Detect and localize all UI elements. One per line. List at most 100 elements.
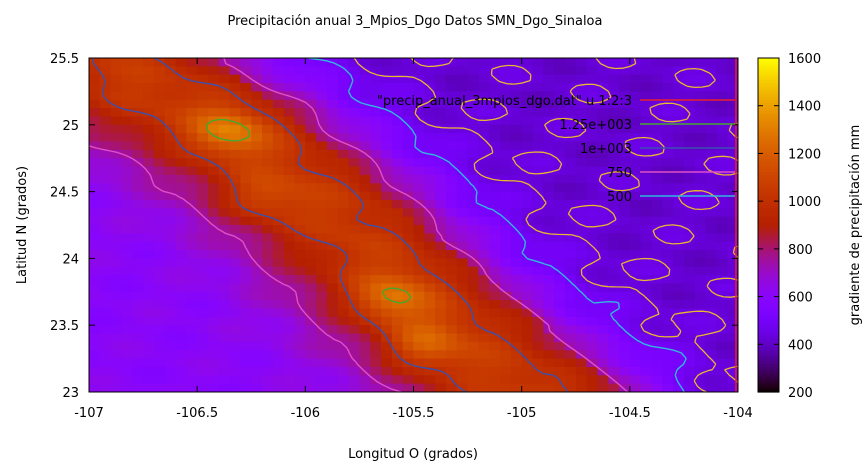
heatmap-cell	[435, 316, 447, 326]
heatmap-cell	[608, 74, 620, 84]
heatmap-cell	[424, 275, 436, 285]
heatmap-cell	[89, 233, 101, 243]
heatmap-cell	[597, 208, 609, 218]
heatmap-cell	[500, 124, 512, 134]
heatmap-cell	[164, 366, 177, 376]
heatmap-cell	[89, 266, 101, 276]
heatmap-cell	[110, 275, 123, 285]
colorbar-segment	[758, 211, 779, 215]
heatmap-cell	[435, 124, 447, 134]
heatmap-cell	[207, 316, 220, 326]
heatmap-cell	[532, 325, 544, 335]
heatmap-cell	[89, 191, 101, 201]
heatmap-cell	[132, 300, 144, 310]
heatmap-cell	[272, 166, 285, 176]
heatmap-cell	[186, 275, 198, 285]
heatmap-cell	[337, 275, 350, 285]
heatmap-cell	[597, 174, 609, 184]
heatmap-cell	[218, 133, 231, 143]
heatmap-cell	[640, 183, 653, 193]
heatmap-cell	[272, 91, 285, 101]
heatmap-cell	[564, 199, 577, 209]
heatmap-cell	[640, 275, 653, 285]
heatmap-cell	[197, 91, 209, 101]
heatmap-cell	[662, 174, 674, 184]
heatmap-cell	[673, 241, 685, 251]
heatmap-cell	[99, 99, 112, 109]
heatmap-cell	[510, 233, 523, 243]
heatmap-cell	[348, 366, 361, 376]
heatmap-field	[89, 58, 738, 392]
heatmap-cell	[370, 124, 382, 134]
heatmap-cell	[207, 250, 220, 259]
heatmap-cell	[99, 283, 112, 293]
heatmap-cell	[467, 124, 479, 134]
heatmap-cell	[651, 124, 663, 134]
heatmap-cell	[272, 99, 285, 109]
heatmap-cell	[110, 258, 123, 268]
heatmap-cell	[262, 58, 274, 67]
heatmap-cell	[445, 208, 458, 218]
heatmap-cell	[478, 91, 490, 101]
heatmap-cell	[694, 133, 707, 143]
colorbar-segment	[758, 339, 779, 343]
heatmap-cell	[532, 241, 544, 251]
heatmap-cell	[402, 325, 415, 335]
heatmap-cell	[326, 158, 339, 168]
heatmap-cell	[240, 199, 252, 209]
heatmap-cell	[229, 383, 242, 392]
heatmap-cell	[694, 266, 707, 276]
heatmap-cell	[424, 291, 436, 301]
heatmap-cell	[316, 308, 328, 318]
heatmap-cell	[554, 208, 566, 218]
heatmap-cell	[391, 199, 404, 209]
heatmap-cell	[402, 149, 415, 159]
heatmap-cell	[478, 333, 490, 343]
heatmap-cell	[99, 241, 112, 251]
heatmap-cell	[294, 266, 306, 276]
heatmap-cell	[326, 291, 339, 301]
heatmap-cell	[207, 358, 220, 368]
heatmap-cell	[272, 233, 285, 243]
heatmap-cell	[153, 316, 166, 326]
heatmap-cell	[99, 291, 112, 301]
heatmap-cell	[651, 74, 663, 84]
heatmap-cell	[197, 99, 209, 109]
heatmap-cell	[99, 199, 112, 209]
heatmap-cell	[716, 383, 728, 392]
colorbar-segment	[758, 83, 779, 87]
heatmap-cell	[424, 99, 436, 109]
heatmap-cell	[207, 275, 220, 285]
heatmap-cell	[424, 325, 436, 335]
heatmap-cell	[716, 66, 728, 76]
heatmap-cell	[705, 225, 717, 234]
heatmap-cell	[272, 208, 285, 218]
contour-line	[353, 58, 738, 392]
heatmap-cell	[597, 275, 609, 285]
heatmap-cell	[510, 133, 523, 143]
heatmap-cell	[283, 233, 296, 243]
heatmap-cell	[283, 216, 296, 226]
heatmap-cell	[640, 308, 653, 318]
heatmap-cell	[705, 149, 717, 159]
heatmap-cell	[348, 91, 361, 101]
heatmap-cell	[381, 158, 393, 168]
heatmap-cell	[240, 208, 252, 218]
heatmap-cell	[251, 316, 263, 326]
heatmap-cell	[478, 141, 490, 151]
heatmap-cell	[510, 275, 523, 285]
heatmap-cell	[435, 158, 447, 168]
heatmap-cell	[456, 141, 469, 151]
heatmap-cell	[575, 199, 588, 209]
heatmap-cell	[272, 74, 285, 84]
heatmap-cell	[662, 258, 674, 268]
heatmap-cell	[683, 341, 696, 351]
colorbar-segment	[758, 122, 779, 126]
heatmap-cell	[532, 225, 544, 234]
y-axis-label: Latitud N (grados)	[15, 166, 30, 284]
heatmap-cell	[175, 166, 187, 176]
heatmap-cell	[121, 258, 133, 268]
heatmap-cell	[716, 358, 728, 368]
heatmap-cell	[521, 350, 534, 360]
heatmap-cell	[413, 133, 425, 143]
